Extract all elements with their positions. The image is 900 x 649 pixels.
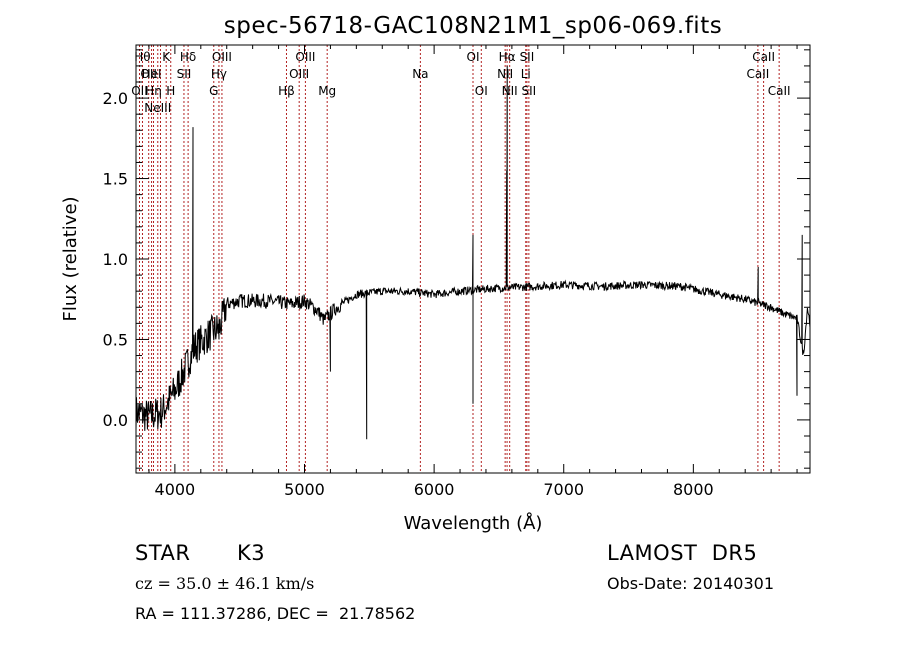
line-marker-label: CaII xyxy=(752,50,775,64)
line-marker-label: OIII xyxy=(212,50,232,64)
line-marker-label: Mg xyxy=(318,84,336,98)
y-tick-label: 1.5 xyxy=(103,170,128,189)
line-marker-label: OII xyxy=(140,67,157,81)
object-subclass: K3 xyxy=(237,541,266,565)
line-marker-label: Hα xyxy=(499,50,516,64)
coordinates-text: RA = 111.37286, DEC = 21.78562 xyxy=(135,604,416,623)
x-axis-label: Wavelength (Å) xyxy=(404,512,543,534)
spectrum-chart: spec-56718-GAC108N21M1_sp06-069.fits OII… xyxy=(60,13,811,534)
line-marker-label: H xyxy=(166,84,175,98)
obs-date: Obs-Date: 20140301 xyxy=(607,574,775,593)
line-marker-label: SII xyxy=(177,67,192,81)
x-axis: 4000 5000 6000 7000 8000 xyxy=(148,45,798,499)
x-tick-label: 5000 xyxy=(284,480,325,499)
line-marker-label: Na xyxy=(412,67,428,81)
line-marker-label: OII xyxy=(131,84,148,98)
survey-label: LAMOST DR5 xyxy=(607,541,758,565)
line-marker-label: Hη xyxy=(145,84,162,98)
chart-title: spec-56718-GAC108N21M1_sp06-069.fits xyxy=(224,13,722,39)
line-marker-label: CaII xyxy=(746,67,769,81)
line-marker-label: K xyxy=(162,50,171,64)
y-axis-label: Flux (relative) xyxy=(60,196,81,321)
y-tick-label: 1.0 xyxy=(103,250,128,269)
x-tick-label: 7000 xyxy=(543,480,584,499)
emission-line-markers xyxy=(138,45,780,473)
x-tick-label: 6000 xyxy=(414,480,455,499)
line-marker-label: CaII xyxy=(768,84,791,98)
line-marker-label: Hβ xyxy=(278,84,295,98)
y-tick-label: 2.0 xyxy=(103,89,128,108)
line-marker-label: OI xyxy=(467,50,480,64)
line-marker-label: Hδ xyxy=(180,50,196,64)
line-marker-label: Hθ xyxy=(134,50,150,64)
line-marker-label: HeI xyxy=(142,67,162,81)
line-marker-label: OI xyxy=(475,84,488,98)
line-marker-label: OIII xyxy=(289,67,309,81)
spectrum-line xyxy=(135,65,811,440)
emission-line-labels: OIIHθOIIHeIHηNeIIIKHSIIHδGHγOIIIHβOIIIOI… xyxy=(131,50,790,115)
redshift-text: cz = 35.0 ± 46.1 km/s xyxy=(135,574,315,593)
y-axis: 0.0 0.5 1.0 1.5 2.0 xyxy=(103,49,810,469)
line-marker-label: OIII xyxy=(295,50,315,64)
line-marker-label: Li xyxy=(521,67,531,81)
line-marker-label: NII xyxy=(502,84,518,98)
line-marker-label: SII xyxy=(520,50,535,64)
line-marker-label: NII xyxy=(497,67,513,81)
object-class: STAR xyxy=(135,541,191,565)
y-tick-label: 0.0 xyxy=(103,411,128,430)
x-tick-label: 8000 xyxy=(673,480,714,499)
line-marker-label: SII xyxy=(522,84,537,98)
line-marker-label: NeIII xyxy=(144,101,171,115)
y-tick-label: 0.5 xyxy=(103,330,128,349)
x-tick-label: 4000 xyxy=(155,480,196,499)
line-marker-label: G xyxy=(209,84,218,98)
line-marker-label: Hγ xyxy=(211,67,227,81)
